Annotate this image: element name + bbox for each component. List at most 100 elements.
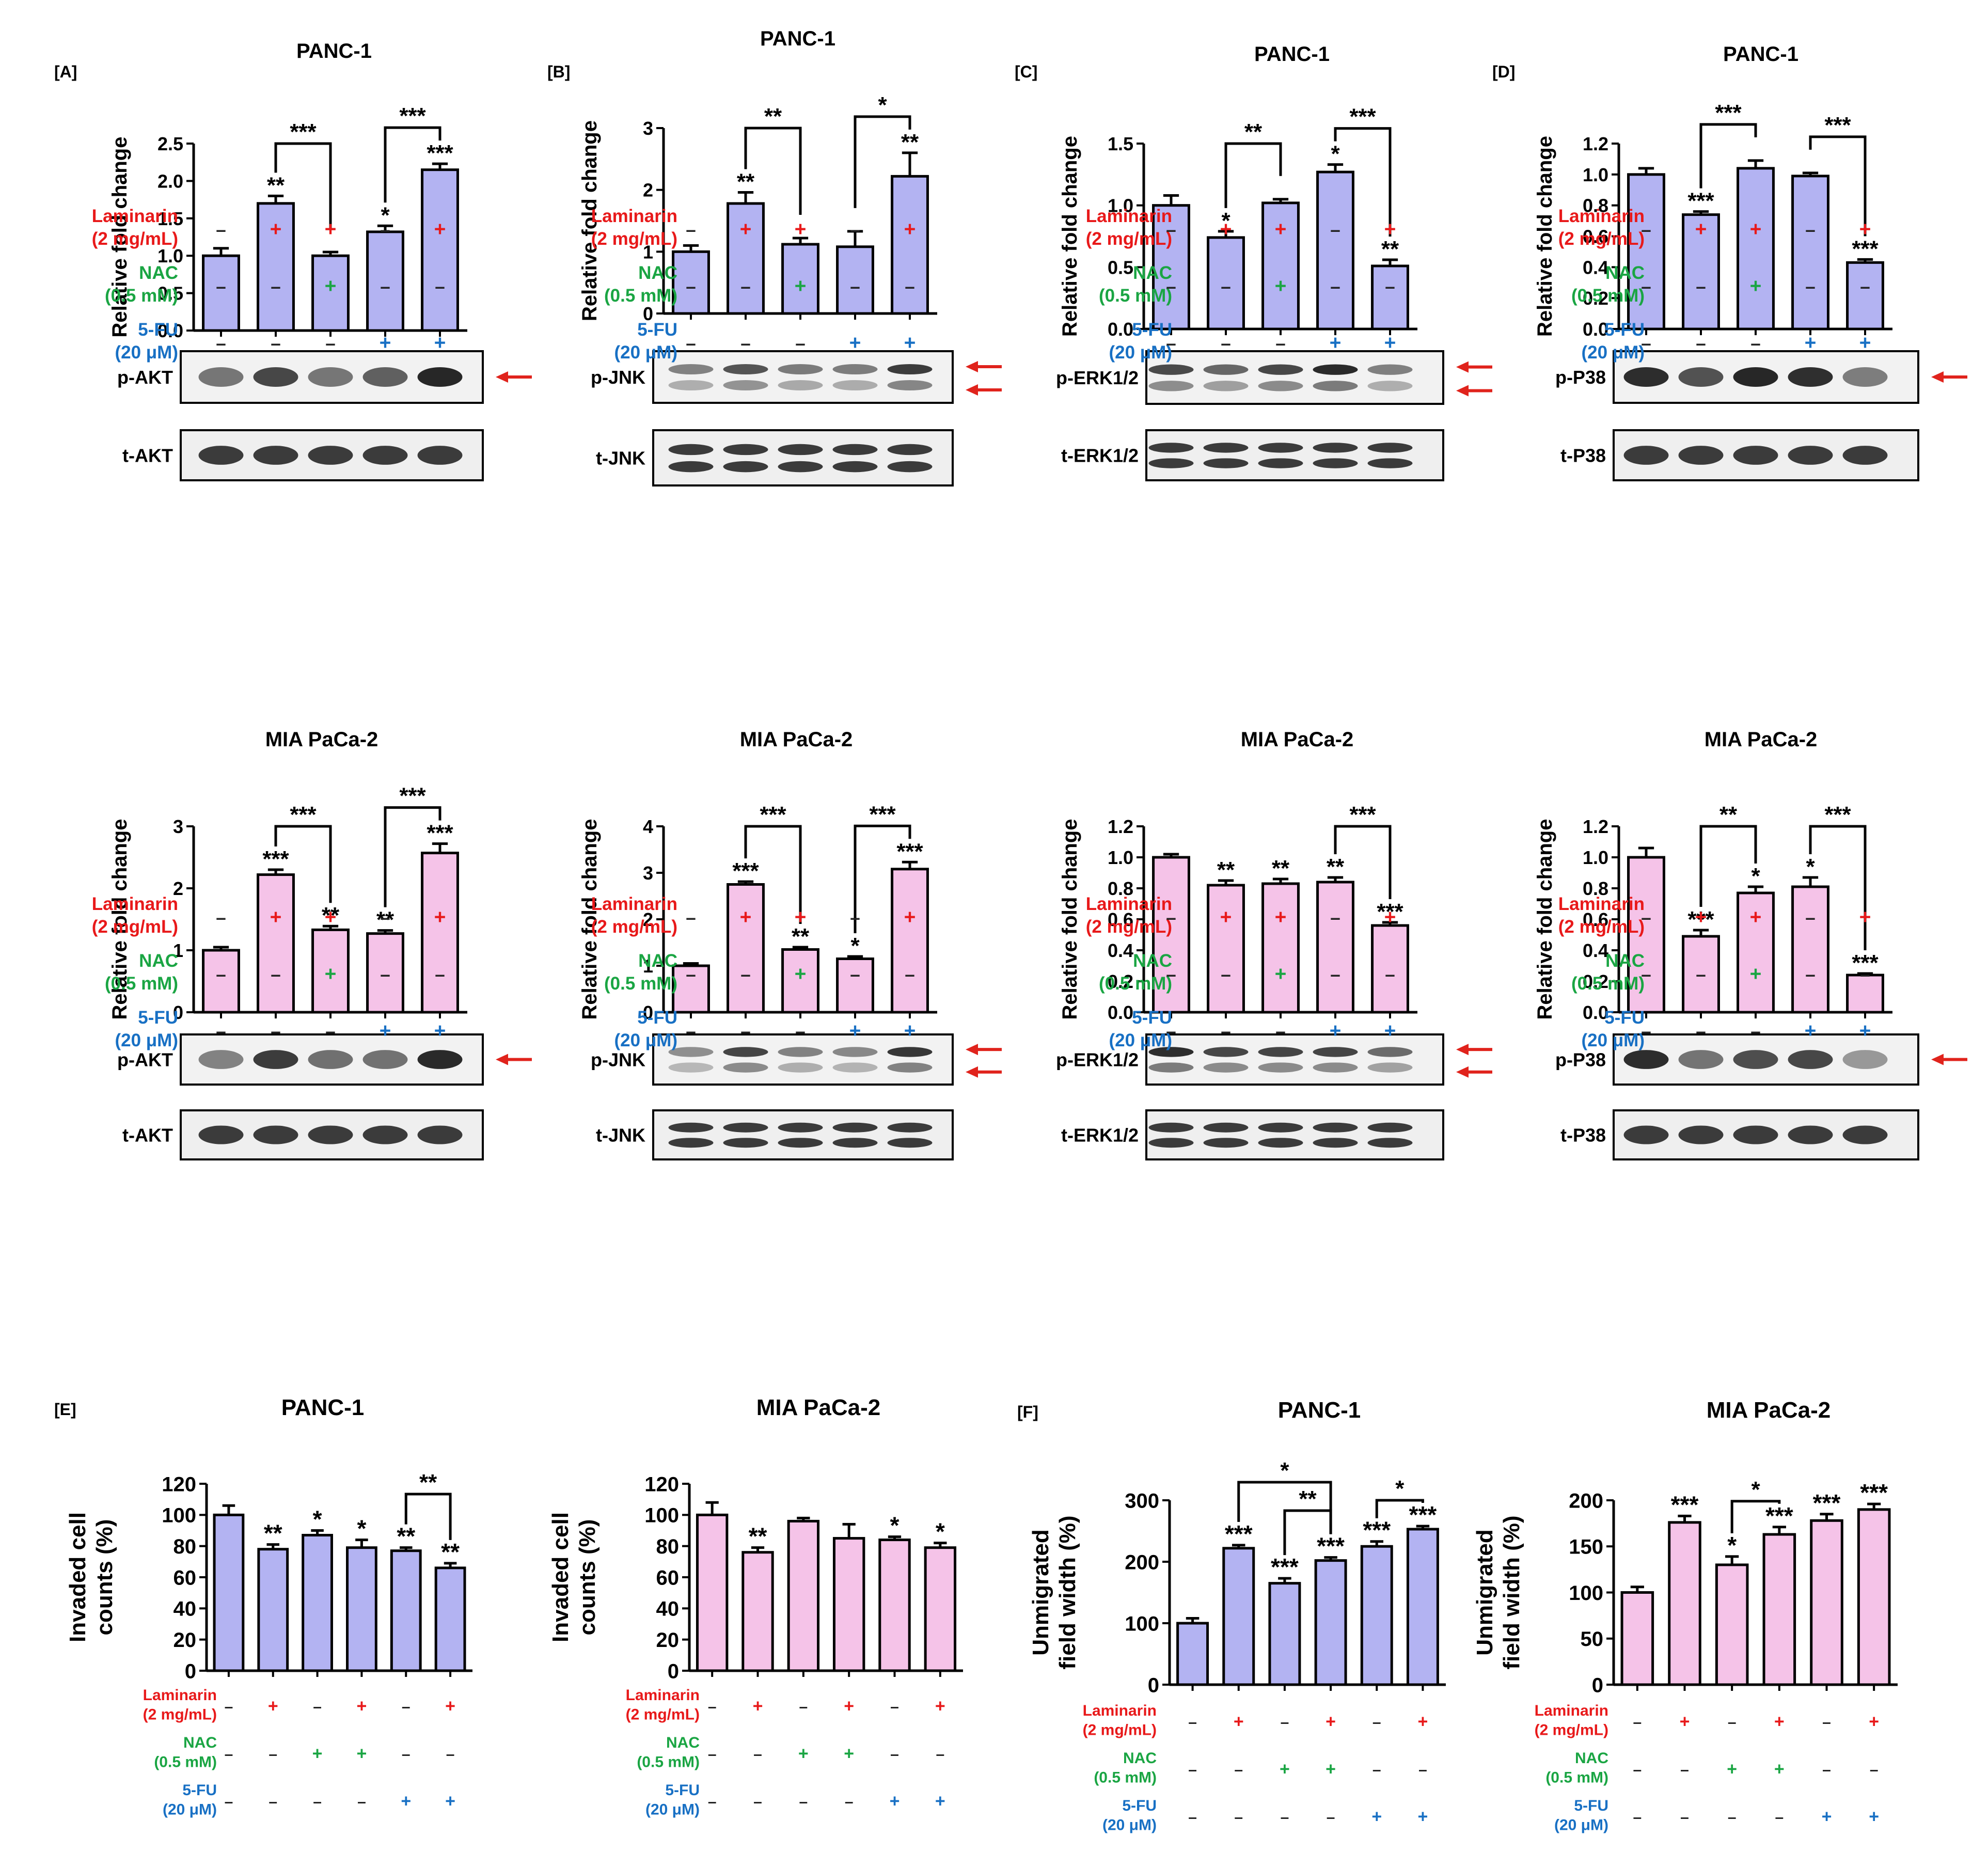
bar: [1762, 1533, 1796, 1686]
treatment-mark: +: [1330, 1019, 1342, 1042]
chart-title: PANC-1: [1278, 1398, 1361, 1423]
treatment-mark: –: [1327, 1809, 1335, 1826]
treatment-dose-fu: (20 μM): [614, 342, 677, 363]
blot-band: [887, 364, 933, 374]
blot-band: [253, 367, 298, 387]
treatment-dose-fu: (20 μM): [1109, 1030, 1172, 1050]
treatment-mark: +: [1234, 1712, 1244, 1732]
treatment-mark: –: [1330, 219, 1340, 240]
treatment-mark: +: [795, 218, 807, 240]
blot-band: [723, 380, 768, 390]
y-axis-label: field width (%): [1499, 1515, 1524, 1669]
treatment-mark: –: [446, 1746, 455, 1763]
treatment-dose-laminarin: (2 mg/mL): [591, 229, 677, 249]
blot-label-p: p-AKT: [117, 1049, 173, 1071]
significance-bracket: [274, 825, 332, 903]
y-axis-label: Relative fold change: [1534, 136, 1556, 337]
blot-label-t: t-P38: [1560, 445, 1606, 466]
treatment-mark: –: [1275, 333, 1285, 353]
y-tick-label: 200: [1569, 1489, 1603, 1512]
treatment-dose-laminarin: (2 mg/mL): [1535, 1722, 1608, 1739]
blot-frame-t: [1145, 1109, 1444, 1160]
treatment-mark: –: [380, 964, 390, 984]
y-tick-label: 0.8: [1583, 195, 1608, 216]
treatment-mark: –: [402, 1699, 411, 1716]
blot-band: [1842, 446, 1888, 465]
treatment-mark: +: [904, 906, 916, 928]
treatment-mark: +: [1220, 906, 1232, 928]
treatment-mark: +: [1805, 332, 1817, 354]
treatment-dose-laminarin: (2 mg/mL): [143, 1706, 217, 1723]
significance-stars: ***: [1687, 907, 1714, 932]
treatment-mark: +: [1859, 218, 1871, 240]
blot-band: [253, 1125, 298, 1144]
panel-letter: [A]: [54, 62, 77, 81]
y-tick-label: 0.2: [1583, 288, 1608, 309]
treatment-label-laminarin: Laminarin: [591, 894, 677, 914]
blot-band: [1313, 458, 1358, 468]
blot-label-t: t-JNK: [596, 448, 645, 469]
treatment-mark: –: [905, 276, 914, 296]
bar: [1152, 204, 1190, 331]
treatment-mark: +: [434, 906, 446, 928]
blot-band: [362, 1050, 408, 1069]
treatment-mark: –: [1805, 219, 1815, 240]
y-tick-label: 1.2: [1583, 816, 1608, 837]
treatment-mark: –: [1188, 1762, 1197, 1779]
blot-band: [778, 1062, 823, 1073]
treatment-label-nac: NAC: [1605, 263, 1645, 283]
blot-band: [1148, 1047, 1194, 1057]
blot-band: [1258, 1122, 1303, 1133]
y-tick-label: 40: [656, 1598, 680, 1621]
y-tick-label: 2: [643, 180, 653, 201]
blot-band: [1258, 1138, 1303, 1148]
treatment-mark: +: [1275, 963, 1287, 985]
significance-bracket: [1224, 142, 1282, 208]
treatment-dose-nac: (0.5 mM): [604, 974, 677, 994]
treatment-mark: –: [1822, 1714, 1831, 1731]
treatment-dose-fu: (20 μM): [115, 342, 178, 363]
treatment-mark: –: [1680, 1809, 1689, 1826]
treatment-mark: +: [1805, 1019, 1817, 1042]
significance-stars: *: [1221, 208, 1230, 233]
blot-band: [1788, 1125, 1833, 1144]
treatment-dose-laminarin: (2 mg/mL): [591, 917, 677, 937]
treatment-label-fu: 5-FU: [182, 1782, 217, 1799]
bracket-stars: **: [764, 104, 782, 129]
y-tick-label: 1: [173, 940, 183, 961]
y-tick-label: 20: [656, 1629, 680, 1652]
blot-band: [778, 1122, 823, 1133]
arrow-head: [966, 1044, 978, 1056]
treatment-mark: +: [1417, 1712, 1428, 1732]
significance-stars: **: [397, 1523, 415, 1550]
bar: [1715, 1563, 1749, 1686]
band-arrow-icon: [966, 1066, 1002, 1078]
treatment-mark: –: [216, 907, 226, 928]
significance-bracket: [1334, 127, 1392, 237]
y-tick-label: 1: [643, 241, 653, 262]
treatment-mark: –: [686, 276, 696, 296]
bar: [421, 852, 459, 1014]
blot-label-t: t-P38: [1560, 1125, 1606, 1146]
blot-band: [362, 446, 408, 465]
treatment-mark: +: [753, 1697, 763, 1716]
blot-band: [1148, 1062, 1194, 1073]
treatment-label-fu: 5-FU: [138, 1008, 178, 1028]
blot-band: [832, 380, 878, 390]
y-tick-label: 100: [644, 1504, 679, 1527]
treatment-mark: –: [1641, 276, 1651, 296]
treatment-mark: –: [708, 1746, 717, 1763]
blot-band: [1313, 1047, 1358, 1057]
blot-frame-t: [652, 429, 954, 486]
treatment-mark: –: [850, 276, 860, 296]
treatment-dose-nac: (0.5 mM): [1571, 286, 1645, 306]
treatment-mark: +: [1774, 1712, 1785, 1732]
y-axis-label: Unmigrated: [1472, 1529, 1497, 1655]
treatment-mark: +: [1695, 906, 1707, 928]
blot-band: [1203, 1047, 1249, 1057]
treatment-mark: –: [799, 1794, 808, 1811]
treatment-dose-fu: (20 μM): [115, 1030, 178, 1050]
treatment-mark: +: [1384, 906, 1396, 928]
y-tick-label: 0.0: [1583, 319, 1608, 340]
